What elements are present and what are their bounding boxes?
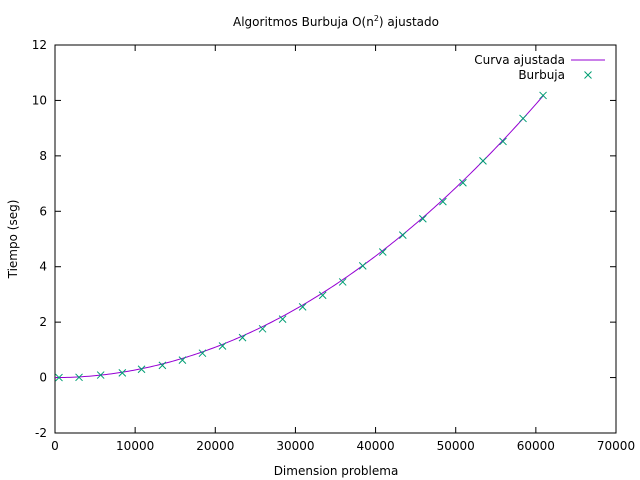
x-tick-label: 30000 [276, 439, 314, 453]
x-axis-label: Dimension problema [274, 464, 399, 478]
data-point-burbuja [459, 178, 467, 187]
data-point-burbuja [378, 248, 387, 256]
y-tick-label: 0 [39, 371, 47, 385]
data-point-burbuja [499, 137, 507, 146]
data-point-burbuja [398, 231, 407, 239]
x-tick-label: 0 [51, 439, 59, 453]
legend-label-curva-ajustada: Curva ajustada [474, 53, 565, 67]
data-point-burbuja [137, 365, 146, 374]
data-point-burbuja [298, 303, 307, 311]
data-point-burbuja [178, 356, 187, 364]
data-point-burbuja [96, 371, 105, 379]
data-point-burbuja [238, 333, 247, 342]
x-tick-label: 10000 [116, 439, 154, 453]
chart-title-end: ) ajustado [379, 15, 439, 29]
data-point-burbuja [278, 315, 287, 323]
data-point-burbuja [439, 197, 447, 206]
chart-title-superscript: 2 [374, 14, 379, 23]
data-point-burbuja [218, 342, 227, 350]
data-point-burbuja [338, 278, 347, 286]
data-point-burbuja [55, 373, 63, 382]
y-tick-label: -2 [35, 426, 47, 440]
x-tick-label: 50000 [437, 439, 475, 453]
plot-layer: 0 10000 20000 30000 40000 50000 60000 70000 -2 0 2… [32, 38, 635, 453]
data-point-burbuja [198, 349, 207, 358]
x-tick-label: 20000 [196, 439, 234, 453]
legend-label-burbuja: Burbuja [518, 68, 565, 82]
y-axis-label: Tiempo (seg) [6, 200, 20, 280]
data-point-burbuja [75, 373, 83, 382]
x-tick-label: 60000 [517, 439, 555, 453]
chart-title-main: Algoritmos Burbuja O(n [233, 15, 374, 29]
y-tick-label: 12 [32, 38, 47, 52]
x-tick-label: 70000 [597, 439, 635, 453]
y-tick-label: 4 [39, 260, 47, 274]
data-point-burbuja [539, 91, 547, 100]
y-tick-label: 8 [39, 149, 47, 163]
legend-marker-burbuja [584, 71, 592, 79]
chart-title: Algoritmos Burbuja O(n2) ajustado [233, 14, 439, 29]
data-point-burbuja [118, 369, 127, 377]
data-point-burbuja [419, 214, 427, 223]
data-point-burbuja [479, 156, 487, 165]
data-point-burbuja [158, 361, 167, 370]
x-tick-label: 40000 [356, 439, 394, 453]
plot-frame [54, 44, 617, 434]
series-curva-ajustada-line [54, 94, 545, 379]
y-tick-label: 2 [39, 315, 47, 329]
y-tick-label: 6 [39, 204, 47, 218]
data-point-burbuja [519, 114, 527, 123]
data-point-burbuja [358, 262, 367, 270]
data-point-burbuja [258, 324, 267, 333]
data-point-burbuja [318, 291, 327, 300]
y-tick-label: 10 [32, 93, 47, 107]
